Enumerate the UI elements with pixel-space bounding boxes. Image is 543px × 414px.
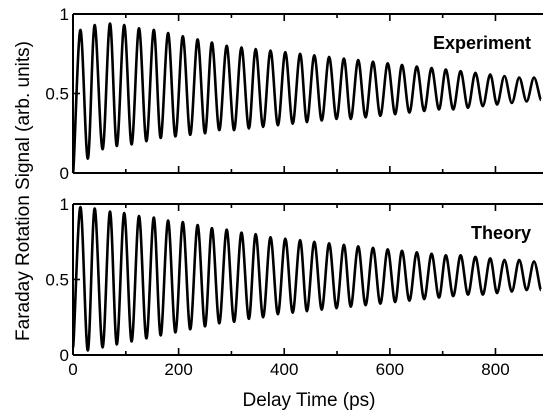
panel-title: Experiment	[433, 33, 531, 53]
panel-experiment: 0 0.5 1 Experiment	[45, 5, 543, 183]
oscillation-series-line	[71, 22, 543, 175]
y-tick-label: 0	[60, 164, 69, 183]
y-axis-title: Faraday Rotation Signal (arb. units)	[13, 41, 34, 341]
y-tick-label: 0.5	[45, 85, 69, 104]
panel-title: Theory	[471, 223, 531, 243]
panel-theory: 0 0.5 1 0 200 400 600 800 Theory	[45, 195, 543, 379]
x-tick-label: 0	[68, 360, 77, 379]
panels-group: 0 0.5 1 Experiment 0 0.5 1 0 200 400 600 800 Theory	[45, 5, 543, 379]
x-tick-label: 800	[481, 360, 509, 379]
y-tick-label: 0.5	[45, 271, 69, 290]
y-tick-label: 0	[60, 346, 69, 365]
x-tick-label: 400	[270, 360, 298, 379]
x-tick-label: 600	[376, 360, 404, 379]
oscillation-series-line	[71, 205, 543, 352]
y-tick-label: 1	[60, 5, 69, 24]
x-tick-label: 200	[164, 360, 192, 379]
x-axis-title: Delay Time (ps)	[242, 390, 375, 411]
y-tick-label: 1	[60, 195, 69, 214]
